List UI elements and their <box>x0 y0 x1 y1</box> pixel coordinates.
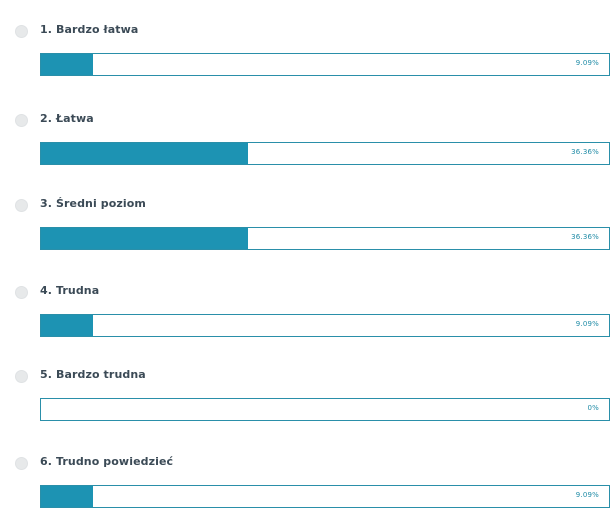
poll-result-percent: 9.09% <box>575 491 599 499</box>
poll-option: 5. Bardzo trudna 0% <box>0 364 615 444</box>
poll-option-radio[interactable] <box>15 25 28 38</box>
poll-option-label: 3. Średni poziom <box>40 197 146 210</box>
poll-option-radio[interactable] <box>15 199 28 212</box>
poll-results: 1. Bardzo łatwa 9.09% 2. Łatwa 36.36% 3.… <box>0 19 615 508</box>
poll-result-bar-fill <box>41 486 93 507</box>
poll-option-radio[interactable] <box>15 457 28 470</box>
poll-option-label: 4. Trudna <box>40 284 100 297</box>
poll-option-label: 1. Bardzo łatwa <box>40 23 139 36</box>
poll-result-bar: 9.09% <box>40 53 610 76</box>
poll-option-label: 5. Bardzo trudna <box>40 368 146 381</box>
poll-option: 6. Trudno powiedzieć 9.09% <box>0 451 615 531</box>
poll-option: 4. Trudna 9.09% <box>0 280 615 360</box>
poll-option-radio[interactable] <box>15 286 28 299</box>
poll-option: 2. Łatwa 36.36% <box>0 108 615 188</box>
poll-result-bar: 9.09% <box>40 485 610 508</box>
poll-result-bar-fill <box>41 54 93 75</box>
poll-result-percent: 36.36% <box>571 148 599 156</box>
poll-result-percent: 0% <box>587 404 599 412</box>
poll-result-bar: 0% <box>40 398 610 421</box>
poll-result-bar-fill <box>41 315 93 336</box>
poll-result-percent: 36.36% <box>571 233 599 241</box>
poll-option: 1. Bardzo łatwa 9.09% <box>0 19 615 99</box>
poll-option: 3. Średni poziom 36.36% <box>0 193 615 273</box>
poll-option-radio[interactable] <box>15 114 28 127</box>
poll-option-label: 2. Łatwa <box>40 112 94 125</box>
poll-result-bar-fill <box>41 228 248 249</box>
poll-result-bar-fill <box>41 143 248 164</box>
poll-result-bar: 9.09% <box>40 314 610 337</box>
poll-result-bar: 36.36% <box>40 142 610 165</box>
poll-result-percent: 9.09% <box>575 320 599 328</box>
poll-option-label: 6. Trudno powiedzieć <box>40 455 174 468</box>
poll-option-radio[interactable] <box>15 370 28 383</box>
poll-result-percent: 9.09% <box>575 59 599 67</box>
poll-result-bar: 36.36% <box>40 227 610 250</box>
